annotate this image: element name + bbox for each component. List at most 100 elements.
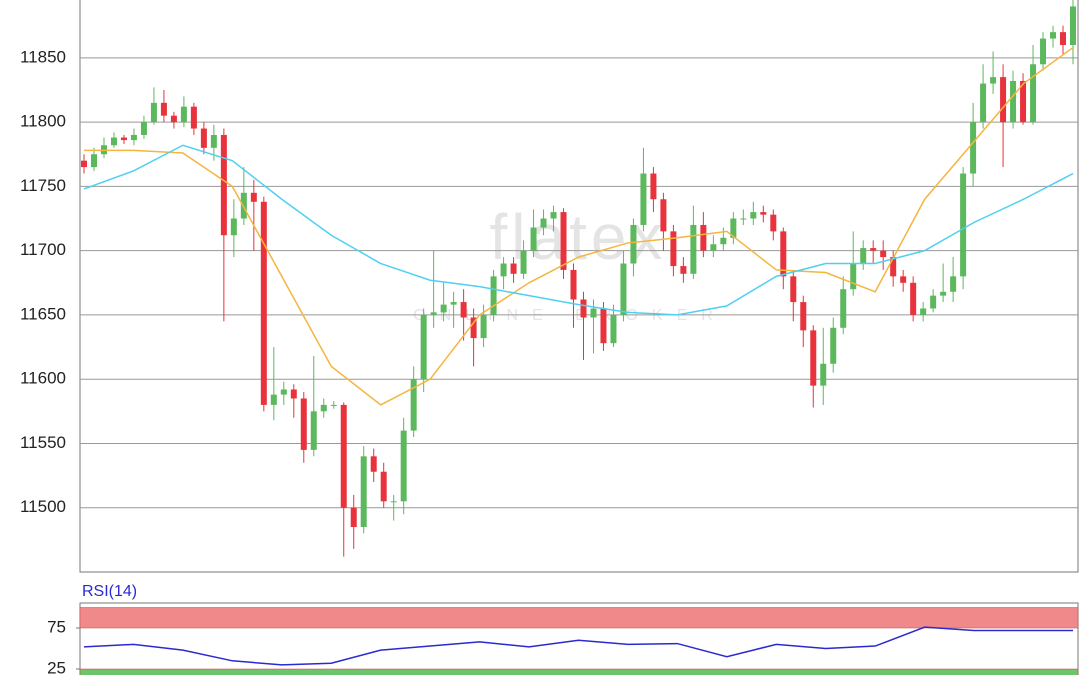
- candle-body: [200, 128, 207, 148]
- candle-body: [890, 257, 897, 277]
- candle-body: [690, 224, 697, 274]
- candle-body: [340, 404, 347, 508]
- candle-body: [510, 263, 517, 274]
- y-tick-label: 11700: [20, 240, 66, 259]
- candle-body: [920, 308, 927, 315]
- candle-body: [390, 501, 397, 503]
- candle-body: [280, 389, 287, 395]
- candle-body: [1070, 6, 1076, 45]
- candle-body: [640, 173, 647, 225]
- rsi-band: [79, 607, 1079, 629]
- candle-body: [840, 289, 847, 328]
- candle-body: [820, 363, 827, 386]
- candle-body: [490, 276, 497, 315]
- candle-body: [620, 263, 627, 315]
- candle-body: [180, 106, 187, 123]
- candle-body: [520, 250, 527, 274]
- candle-body: [710, 244, 717, 251]
- candle-body: [550, 212, 557, 219]
- candle-body: [990, 77, 997, 84]
- candle-body: [1000, 77, 1007, 123]
- candle-body: [90, 154, 97, 168]
- candle-body: [140, 122, 147, 135]
- candle-body: [760, 212, 767, 215]
- y-tick-label: 11800: [20, 112, 66, 131]
- y-tick-label: 11650: [20, 304, 66, 323]
- candle-body: [250, 192, 257, 202]
- candle-body: [310, 411, 317, 450]
- candle-body: [1030, 64, 1037, 123]
- candle-body: [590, 308, 597, 318]
- candle-body: [190, 106, 197, 129]
- candle-body: [630, 224, 637, 264]
- candle-body: [880, 250, 887, 258]
- candle-body: [600, 308, 607, 344]
- candle-body: [980, 83, 987, 123]
- moving-average: [84, 46, 1074, 406]
- y-tick-label: 25: [47, 658, 66, 675]
- candle-body: [350, 507, 357, 528]
- candle-body: [960, 173, 967, 277]
- candle-body: [870, 248, 877, 251]
- candle-body: [290, 389, 297, 399]
- candle-body: [260, 201, 267, 405]
- candle-body: [1040, 38, 1047, 65]
- candle-body: [130, 134, 137, 141]
- candle-body: [110, 137, 117, 146]
- price-panel: [79, 0, 1079, 573]
- candle-body: [460, 302, 467, 318]
- candle-body: [370, 456, 377, 472]
- candle-body: [420, 314, 427, 380]
- candle-body: [450, 302, 457, 305]
- candle-body: [500, 263, 507, 277]
- candle-body: [480, 314, 487, 339]
- candle-body: [810, 330, 817, 386]
- candle-body: [780, 231, 787, 277]
- candle-body: [730, 218, 737, 238]
- candle-body: [670, 231, 677, 267]
- candle-body: [740, 218, 747, 220]
- candle-body: [970, 122, 977, 174]
- candle-body: [610, 314, 617, 344]
- watermark: flatex: [490, 201, 667, 273]
- candle-body: [750, 212, 757, 219]
- candle-body: [400, 430, 407, 502]
- rsi-line: [83, 626, 1073, 666]
- y-tick-label: 11550: [20, 433, 66, 452]
- candle-body: [380, 471, 387, 502]
- candle-body: [150, 102, 157, 123]
- candle-body: [570, 269, 577, 300]
- candle-body: [1010, 80, 1017, 123]
- candle-body: [850, 263, 857, 290]
- candle-body: [330, 404, 337, 406]
- candle-body: [770, 214, 777, 232]
- candle-body: [210, 134, 217, 148]
- candle-body: [660, 199, 667, 232]
- candle-body: [120, 137, 127, 141]
- watermark-subtitle: ONLINE BROKER: [413, 307, 727, 324]
- candle-body: [470, 317, 477, 339]
- candle-body: [910, 282, 917, 315]
- candle-body: [1060, 32, 1067, 45]
- candle-body: [800, 302, 807, 331]
- candle-body: [900, 276, 907, 283]
- y-tick-label: 11850: [20, 47, 66, 66]
- candle-body: [860, 248, 867, 264]
- rsi-band: [79, 668, 1079, 675]
- candle-body: [560, 212, 567, 270]
- candle-body: [430, 312, 437, 315]
- candle-body: [270, 394, 277, 405]
- candle-body: [1050, 32, 1057, 39]
- candle-body: [680, 266, 687, 274]
- candle-body: [580, 299, 587, 318]
- candle-body: [160, 102, 167, 116]
- candle-body: [790, 276, 797, 303]
- candle-body: [540, 218, 547, 228]
- candle-body: [650, 173, 657, 200]
- y-tick-label: 75: [47, 617, 66, 636]
- candle-body: [530, 227, 537, 251]
- rsi-title: RSI(14): [82, 583, 137, 600]
- candle-body: [440, 304, 447, 313]
